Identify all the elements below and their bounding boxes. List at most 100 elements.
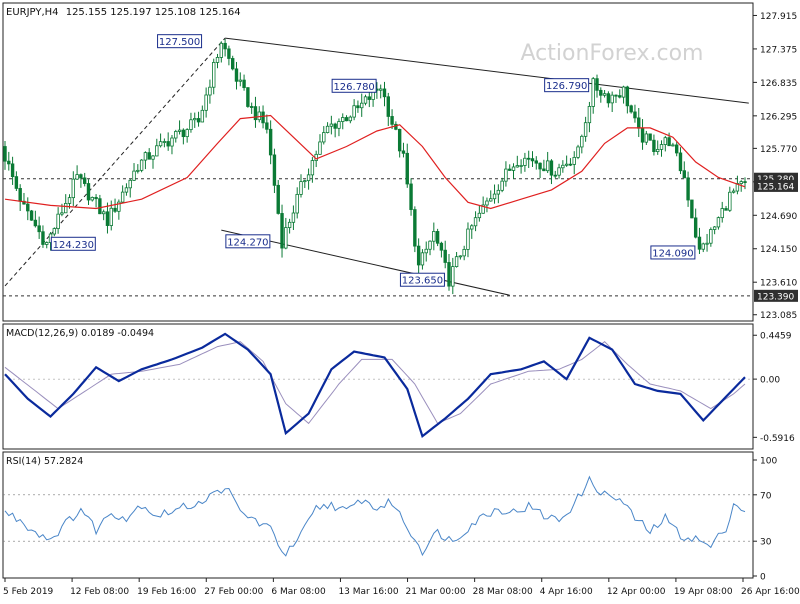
candle-body [390,116,394,125]
candle [458,255,463,260]
macd-axis-label: 0.4459 [760,332,792,342]
candle-body [652,139,656,152]
candle-body [451,266,455,287]
candle [712,225,717,235]
rsi-axis-label: 0 [760,573,766,583]
candle-body [200,109,205,123]
candle-body [261,111,265,124]
candle-body [363,96,368,104]
candle-body [71,178,76,199]
candle [94,194,98,208]
candle [466,222,470,258]
candle-body [382,88,387,98]
candle-body [561,164,565,169]
candle-body [576,146,580,158]
candle [470,224,474,239]
candle-body [341,117,345,122]
price-axis-label: 123.610 [760,279,797,289]
candle [158,133,163,148]
candle-body [94,197,98,200]
candle [678,147,683,175]
candle-body [458,255,463,258]
macd-axis-label: 0.00 [760,376,780,386]
candle-body [580,135,584,148]
candle-body [693,217,698,238]
candle [348,115,353,124]
candle [295,187,299,219]
candle-body [109,207,113,226]
candle [79,173,83,188]
candle [306,168,311,190]
candle [386,92,390,126]
candle [310,157,315,183]
candle-body [599,89,603,96]
candle-body [303,180,307,183]
candle-body [439,242,444,251]
candle-body [454,256,459,268]
rsi-panel-frame [2,451,754,579]
candle-body [249,106,254,108]
candle-body [26,203,30,212]
candle-body [276,184,280,214]
candle-body [686,177,690,201]
candle-body [397,128,402,152]
candle [299,174,303,198]
trendline-0 [225,37,749,104]
candle-body [401,150,406,154]
price-axis-label: 124.150 [760,245,797,255]
candle [189,112,193,133]
candle [511,163,516,179]
candle-body [656,148,660,152]
candle [166,132,170,151]
candle [633,104,637,123]
candle-body [424,248,428,254]
price-annotation-box [50,236,96,251]
candle-body [473,217,478,227]
price-annotation-box [399,272,445,287]
ohlc-label: 125.155 125.197 125.108 125.164 [66,7,241,18]
candle [432,222,436,251]
candle [33,210,38,228]
candle [363,94,368,106]
candle-body [500,180,504,191]
candle [492,184,497,204]
price-panel-frame [2,2,754,322]
candle-body [557,167,561,176]
candle-body [60,212,64,215]
candle [583,116,588,142]
candle-body [238,79,242,82]
time-axis-label: 12 Feb 08:00 [70,587,129,597]
candle-body [348,116,353,122]
candle-body [120,191,125,203]
candle [344,115,349,122]
moving-average-line [4,114,746,210]
candle [705,233,709,252]
candle [322,126,326,145]
price-annotation-text: 126.790 [546,81,587,92]
candle [485,197,489,213]
candle-body [545,160,550,172]
candle-body [215,57,220,63]
candle-body [356,105,360,109]
macd-panel-frame [2,323,754,450]
candle-body [435,231,440,244]
price-annotation: 126.780 [331,78,377,93]
candle [614,94,618,103]
candle [526,150,531,168]
candle [481,196,485,214]
candle-body [322,132,326,143]
candle [162,138,167,148]
candle-body [67,197,72,204]
candle-body [219,42,224,58]
candle [272,148,277,194]
candle [716,216,721,230]
candle [523,152,527,172]
candle-body [227,48,231,59]
candle [98,194,102,215]
candle-body [117,201,121,212]
candle [610,91,614,113]
candle-body [523,157,527,166]
candle [591,76,595,114]
candle-body [306,174,311,182]
price-annotation: 124.270 [225,234,271,249]
